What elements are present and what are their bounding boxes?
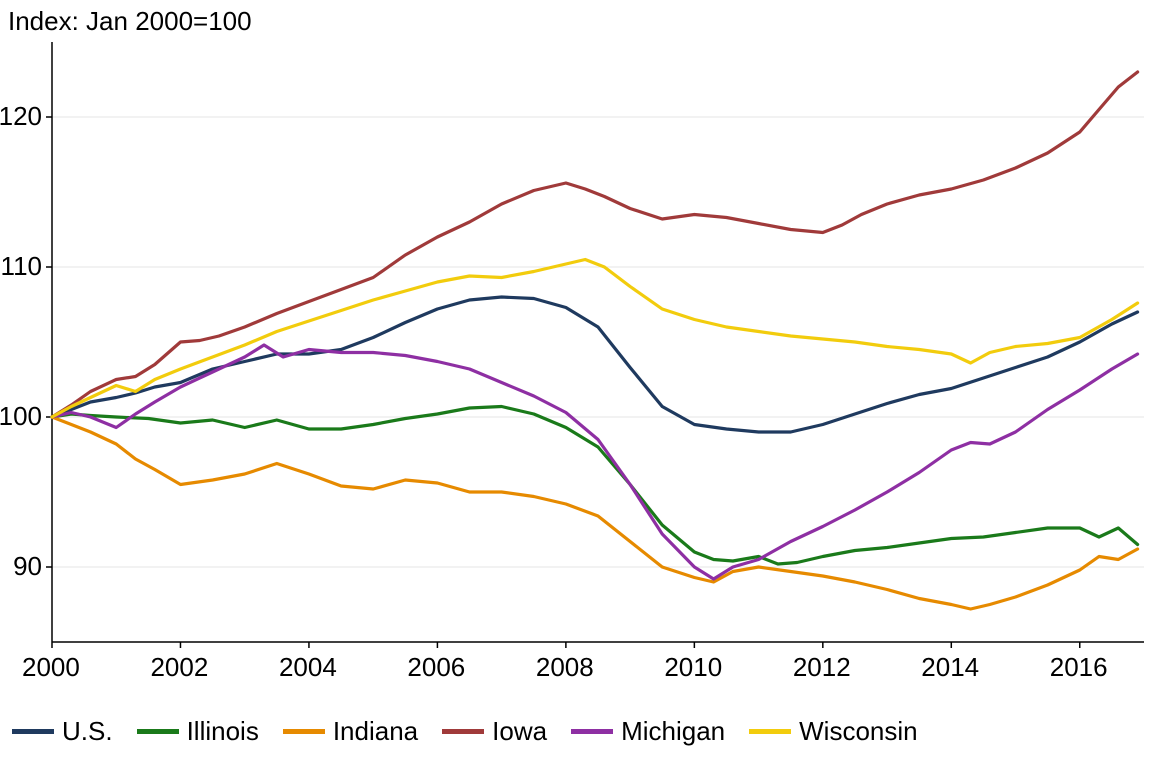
x-tick-label: 2002 (150, 652, 208, 683)
y-tick-label: 100 (0, 401, 42, 432)
y-tick-label: 120 (0, 101, 42, 132)
x-tick-label: 2014 (921, 652, 979, 683)
legend-swatch (137, 729, 179, 734)
legend-swatch (442, 729, 484, 734)
legend-item: Michigan (571, 716, 725, 747)
legend-swatch (571, 729, 613, 734)
series-u-s- (52, 297, 1138, 432)
legend-swatch (283, 729, 325, 734)
y-tick-label: 90 (13, 551, 42, 582)
legend-item: Iowa (442, 716, 547, 747)
legend-label: Indiana (333, 716, 418, 747)
legend-label: U.S. (62, 716, 113, 747)
legend-label: Michigan (621, 716, 725, 747)
legend-swatch (749, 729, 791, 734)
series-iowa (52, 72, 1138, 417)
x-tick-label: 2004 (279, 652, 337, 683)
legend-item: U.S. (12, 716, 113, 747)
x-tick-label: 2008 (536, 652, 594, 683)
legend-label: Iowa (492, 716, 547, 747)
legend-item: Indiana (283, 716, 418, 747)
legend-item: Illinois (137, 716, 259, 747)
x-tick-label: 2000 (22, 652, 80, 683)
legend-item: Wisconsin (749, 716, 917, 747)
x-tick-label: 2010 (664, 652, 722, 683)
x-tick-label: 2012 (793, 652, 851, 683)
legend-label: Wisconsin (799, 716, 917, 747)
y-tick-label: 110 (1, 251, 42, 282)
chart-svg (0, 0, 1156, 758)
x-tick-label: 2016 (1050, 652, 1108, 683)
legend-label: Illinois (187, 716, 259, 747)
chart-container: Index: Jan 2000=100 90100110120 20002002… (0, 0, 1156, 758)
legend: U.S. Illinois Indiana Iowa Michigan Wisconsin (12, 716, 918, 747)
legend-swatch (12, 729, 54, 734)
x-tick-label: 2006 (407, 652, 465, 683)
series-illinois (52, 407, 1138, 565)
